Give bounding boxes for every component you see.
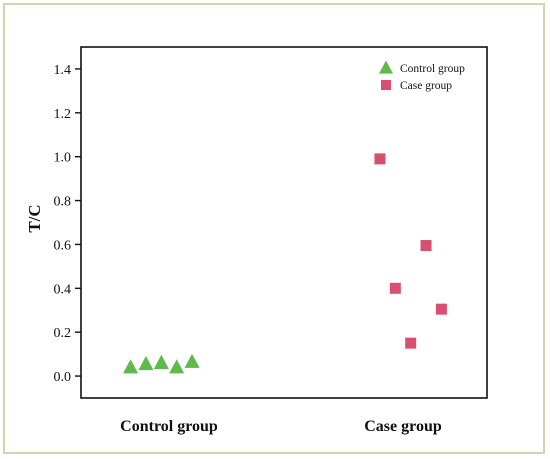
legend: Control group Case group bbox=[379, 60, 465, 92]
figure-frame bbox=[3, 3, 545, 454]
plot-area bbox=[80, 46, 488, 399]
legend-marker-case bbox=[381, 80, 391, 90]
data-point-case bbox=[435, 303, 447, 315]
data-point-case bbox=[389, 282, 401, 294]
y-axis-label: T/C bbox=[25, 204, 44, 232]
y-tick-label: 0.4 bbox=[54, 282, 72, 297]
data-point-control bbox=[184, 353, 200, 368]
y-tick-label: 1.0 bbox=[54, 151, 72, 166]
y-axis: 0.0 0.2 0.4 0.6 0.8 1.0 1.2 1.4 bbox=[54, 63, 81, 385]
y-tick-label: 0.6 bbox=[54, 238, 72, 253]
y-tick-label: 1.2 bbox=[54, 107, 72, 122]
data-point-case bbox=[405, 337, 417, 349]
x-category-label: Case group bbox=[364, 418, 442, 435]
data-points bbox=[123, 153, 447, 374]
data-point-case bbox=[420, 240, 432, 252]
legend-marker-control bbox=[379, 60, 393, 74]
legend-label: Control group bbox=[400, 63, 465, 75]
y-tick-label: 0.0 bbox=[54, 370, 72, 385]
data-point-control bbox=[123, 359, 139, 374]
y-tick-label: 1.4 bbox=[54, 63, 72, 78]
legend-label: Case group bbox=[400, 80, 452, 92]
y-tick-label: 0.8 bbox=[54, 195, 72, 210]
data-point-control bbox=[153, 354, 169, 369]
y-tick-label: 0.2 bbox=[54, 326, 72, 341]
x-axis: Control group Case group bbox=[120, 418, 442, 435]
x-category-label: Control group bbox=[120, 418, 218, 435]
data-point-case bbox=[374, 153, 386, 165]
data-point-control bbox=[138, 355, 154, 371]
data-point-control bbox=[169, 359, 185, 374]
